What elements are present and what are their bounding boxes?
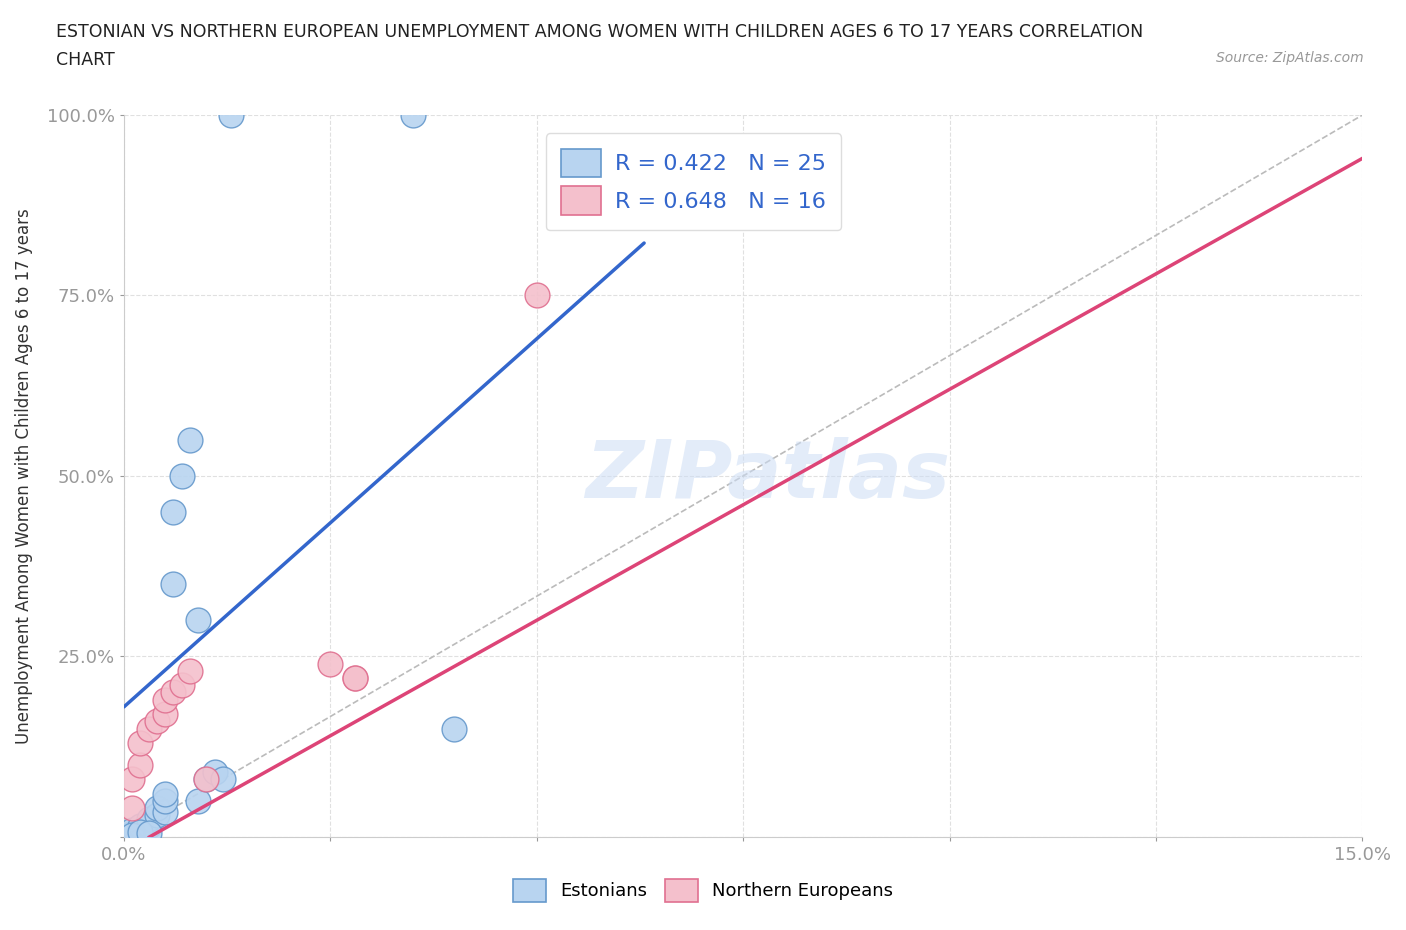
Text: CHART: CHART <box>56 51 115 69</box>
Point <box>129 757 152 772</box>
Point <box>162 685 184 700</box>
Point <box>162 505 184 520</box>
Point <box>195 772 218 787</box>
Point <box>138 826 160 841</box>
Point <box>146 808 169 823</box>
Point <box>402 108 425 123</box>
Point <box>146 801 169 816</box>
Text: ESTONIAN VS NORTHERN EUROPEAN UNEMPLOYMENT AMONG WOMEN WITH CHILDREN AGES 6 TO 1: ESTONIAN VS NORTHERN EUROPEAN UNEMPLOYME… <box>56 23 1143 41</box>
Point <box>121 827 143 842</box>
Point <box>344 671 367 685</box>
Point <box>179 663 201 678</box>
Legend: Estonians, Northern Europeans: Estonians, Northern Europeans <box>499 864 907 916</box>
Point <box>121 772 143 787</box>
Point <box>138 818 160 833</box>
Point <box>170 469 193 484</box>
Legend: R = 0.422   N = 25, R = 0.648   N = 16: R = 0.422 N = 25, R = 0.648 N = 16 <box>546 133 841 231</box>
Point <box>138 721 160 736</box>
Point <box>195 772 218 787</box>
Point <box>153 692 176 707</box>
Point <box>146 714 169 729</box>
Text: ZIPatlas: ZIPatlas <box>585 437 950 515</box>
Point <box>153 793 176 808</box>
Point <box>129 824 152 839</box>
Point <box>526 288 548 303</box>
Point <box>129 736 152 751</box>
Point <box>170 678 193 693</box>
Point <box>187 793 209 808</box>
Point <box>138 811 160 826</box>
Point <box>121 826 143 841</box>
Point <box>212 772 235 787</box>
Point <box>162 577 184 591</box>
Point <box>319 657 342 671</box>
Point <box>179 432 201 447</box>
Point <box>153 707 176 722</box>
Point <box>121 822 143 837</box>
Point <box>219 108 242 123</box>
Text: Source: ZipAtlas.com: Source: ZipAtlas.com <box>1216 51 1364 65</box>
Point <box>153 786 176 801</box>
Point <box>204 764 226 779</box>
Y-axis label: Unemployment Among Women with Children Ages 6 to 17 years: Unemployment Among Women with Children A… <box>15 208 32 744</box>
Point <box>129 818 152 833</box>
Point <box>443 721 465 736</box>
Point <box>121 801 143 816</box>
Point <box>344 671 367 685</box>
Point <box>187 613 209 628</box>
Point <box>153 804 176 819</box>
